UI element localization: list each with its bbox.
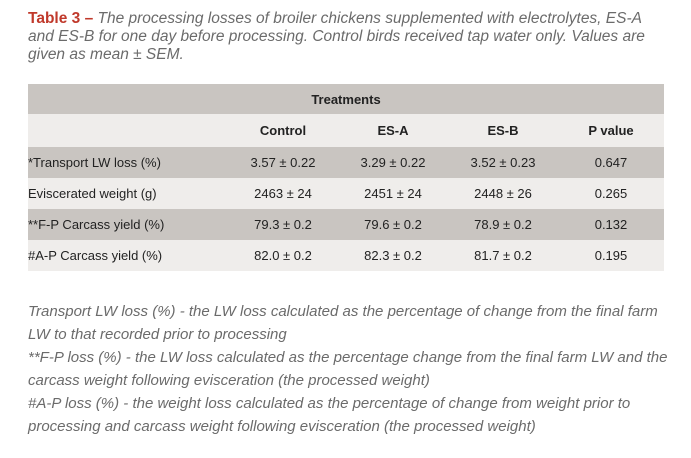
table-group-header-row: Treatments [28,84,664,114]
cell-p-value: 0.132 [558,209,664,240]
cell-p-value: 0.265 [558,178,664,209]
footnote-ap-loss: #A-P loss (%) - the weight loss calculat… [28,395,631,435]
footnote-fp-loss: **F-P loss (%) - the LW loss calculated … [28,349,668,389]
cell-es-a: 3.29 ± 0.22 [338,147,448,178]
row-label: *Transport LW loss (%) [28,147,228,178]
table-caption: Table 3 – The processing losses of broil… [28,10,668,64]
footnote-transport-loss: Transport LW loss (%) - the LW loss calc… [28,303,658,343]
cell-control: 2463 ± 24 [228,178,338,209]
table-row: *Transport LW loss (%) 3.57 ± 0.22 3.29 … [28,147,664,178]
table-footnotes: Transport LW loss (%) - the LW loss calc… [28,300,673,438]
cell-es-a: 2451 ± 24 [338,178,448,209]
cell-control: 82.0 ± 0.2 [228,240,338,271]
caption-text: The processing losses of broiler chicken… [28,10,645,63]
treatments-header: Treatments [28,84,664,114]
column-header-p-value: P value [558,114,664,147]
cell-control: 3.57 ± 0.22 [228,147,338,178]
cell-es-a: 82.3 ± 0.2 [338,240,448,271]
cell-es-b: 3.52 ± 0.23 [448,147,558,178]
cell-p-value: 0.195 [558,240,664,271]
row-label: **F-P Carcass yield (%) [28,209,228,240]
cell-es-b: 2448 ± 26 [448,178,558,209]
table-row: #A-P Carcass yield (%) 82.0 ± 0.2 82.3 ±… [28,240,664,271]
cell-p-value: 0.647 [558,147,664,178]
column-header-es-b: ES-B [448,114,558,147]
cell-es-b: 81.7 ± 0.2 [448,240,558,271]
cell-es-a: 79.6 ± 0.2 [338,209,448,240]
row-label: Eviscerated weight (g) [28,178,228,209]
table-column-header-row: Control ES-A ES-B P value [28,114,664,147]
caption-dash: – [80,10,98,27]
processing-losses-table: Treatments Control ES-A ES-B P value *Tr… [28,84,664,271]
table-number: Table 3 [28,10,81,27]
column-header-control: Control [228,114,338,147]
cell-control: 79.3 ± 0.2 [228,209,338,240]
table-row: **F-P Carcass yield (%) 79.3 ± 0.2 79.6 … [28,209,664,240]
column-header-blank [28,114,228,147]
row-label: #A-P Carcass yield (%) [28,240,228,271]
cell-es-b: 78.9 ± 0.2 [448,209,558,240]
column-header-es-a: ES-A [338,114,448,147]
table-row: Eviscerated weight (g) 2463 ± 24 2451 ± … [28,178,664,209]
